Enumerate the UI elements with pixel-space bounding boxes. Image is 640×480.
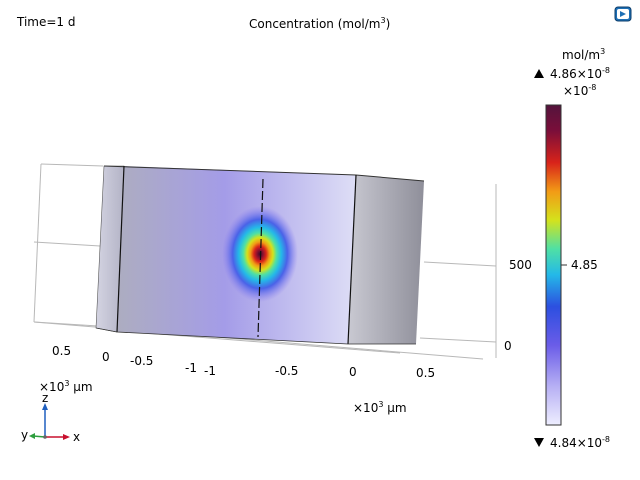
- colorbar-mid-label: 4.85: [571, 258, 598, 272]
- front-tick-0: -1: [204, 364, 216, 378]
- colorbar-min-label: 4.84×10-8: [550, 435, 611, 450]
- colorbar-unit: mol/m3: [562, 47, 606, 62]
- plot-title: Concentration (mol/m3): [249, 16, 391, 31]
- triangle-down-icon: [534, 438, 544, 447]
- plot-title-sup: 3: [380, 16, 386, 25]
- app-logo-icon[interactable]: [614, 6, 632, 22]
- triad-y-label: y: [21, 428, 29, 442]
- front-tick-1: -0.5: [275, 364, 299, 378]
- colorbar-scale-label: ×10-8: [563, 83, 597, 98]
- front-tick-3: 0.5: [416, 366, 436, 380]
- time-label: Time=1 d: [17, 15, 76, 29]
- right-tick-0: 500: [509, 258, 532, 272]
- right-tick-1: 0: [504, 339, 512, 353]
- left-axis-unit: ×103 μm: [39, 379, 93, 394]
- left-tick-0: 0.5: [52, 344, 72, 358]
- left-tick-2: -0.5: [130, 354, 154, 368]
- colorbar-max-label: 4.86×10-8: [550, 66, 611, 81]
- triad-x-label: x: [73, 430, 81, 444]
- geometry-block[interactable]: [95, 165, 425, 345]
- left-tick-1: 0: [102, 350, 110, 364]
- front-tick-2: 0: [349, 365, 357, 379]
- left-tick-3: -1: [185, 361, 197, 375]
- plot-title-end: ): [385, 17, 391, 31]
- plot-title-main: Concentration (mol/m: [249, 17, 381, 31]
- triangle-up-icon: [534, 69, 544, 78]
- triad-z-label: z: [42, 391, 49, 405]
- axis-triad: [29, 403, 70, 440]
- front-axis-unit: ×103 μm: [353, 400, 407, 415]
- colorbar: [534, 69, 567, 447]
